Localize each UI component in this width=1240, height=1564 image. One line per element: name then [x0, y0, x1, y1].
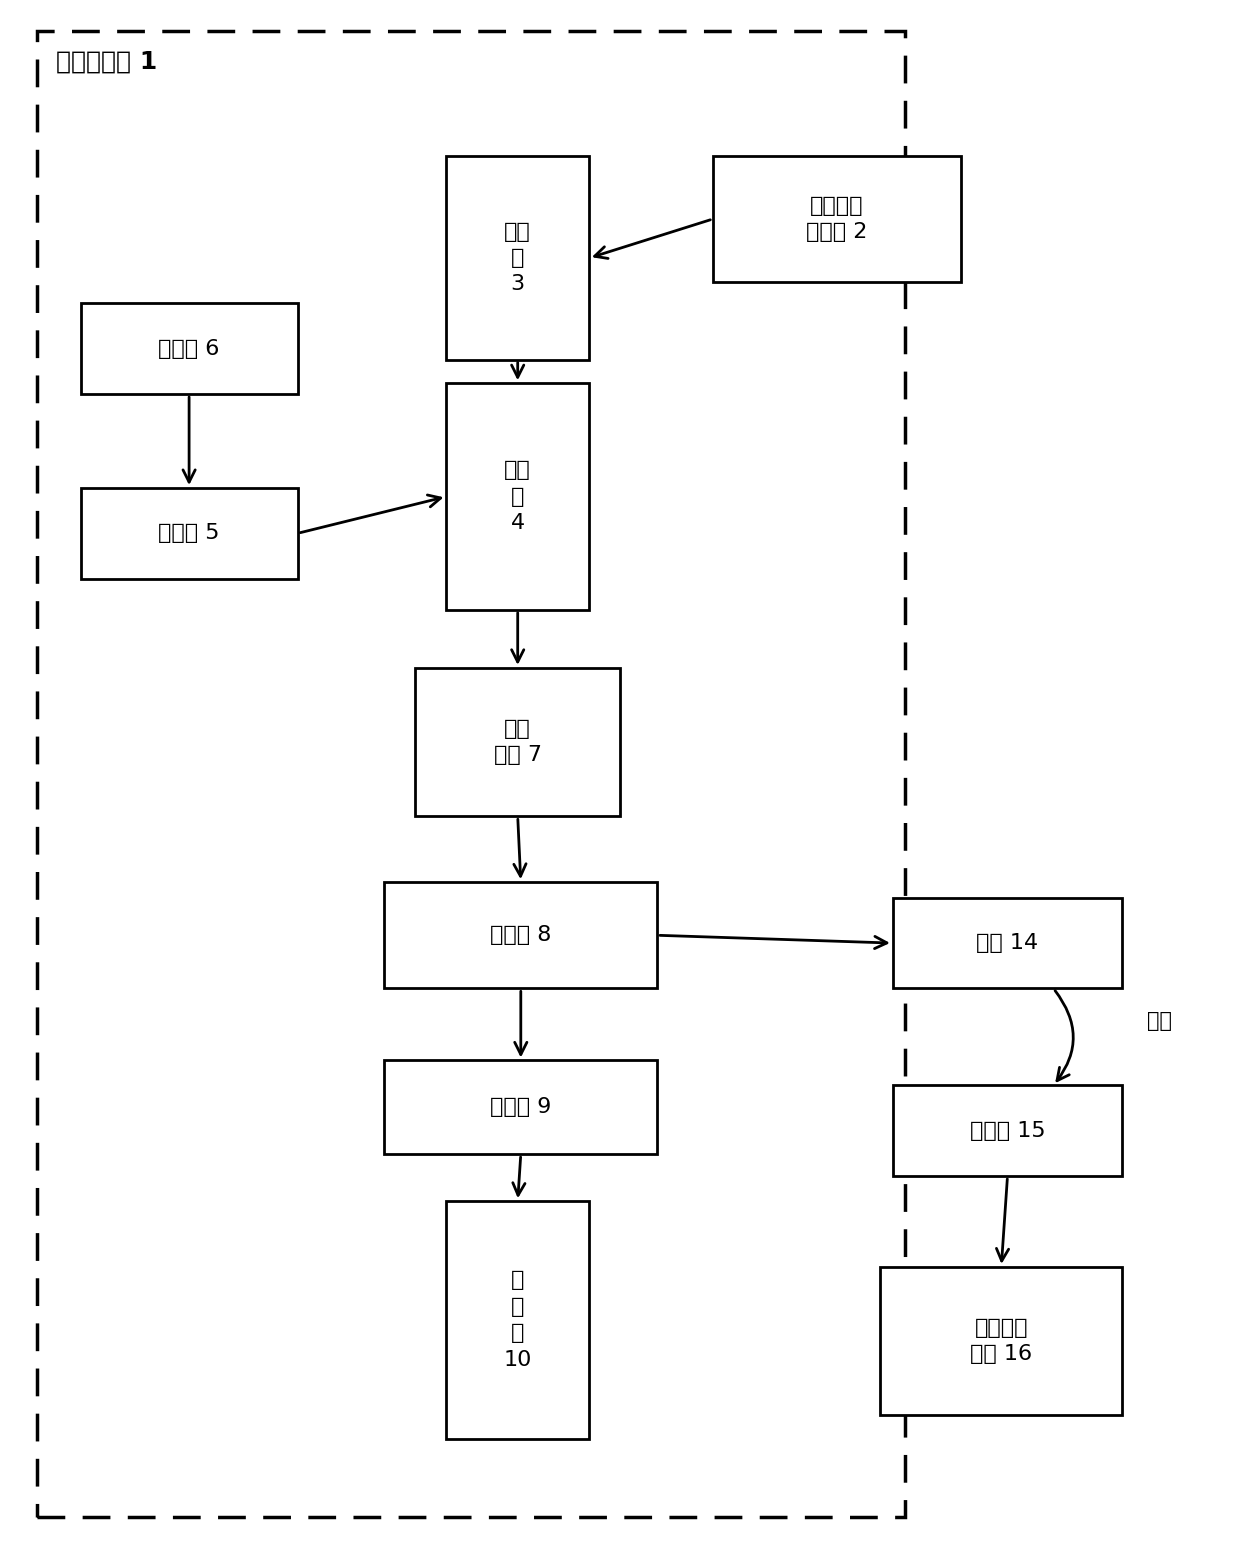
Text: 数据处理
系统 16: 数据处理 系统 16 — [970, 1318, 1033, 1364]
Text: 电压计 15: 电压计 15 — [970, 1121, 1045, 1140]
Bar — [893, 1085, 1122, 1176]
Bar — [446, 156, 589, 360]
Text: 电阻 14: 电阻 14 — [976, 934, 1039, 952]
Bar — [446, 383, 589, 610]
Text: 电子枪控
制电源 2: 电子枪控 制电源 2 — [806, 196, 868, 242]
Text: 加速
管
4: 加速 管 4 — [505, 460, 531, 533]
Text: 调制器 6: 调制器 6 — [159, 339, 219, 358]
Bar — [384, 882, 657, 988]
Bar — [37, 31, 905, 1517]
Bar — [384, 1060, 657, 1154]
Text: 刮束器 8: 刮束器 8 — [490, 926, 552, 945]
Text: 磁控管 5: 磁控管 5 — [159, 524, 219, 543]
Bar — [446, 1201, 589, 1439]
Bar — [81, 488, 298, 579]
Bar — [81, 303, 298, 394]
Text: 医用加速器 1: 医用加速器 1 — [56, 50, 157, 74]
Bar — [415, 668, 620, 816]
Text: 电子
枪
3: 电子 枪 3 — [505, 222, 531, 294]
Text: 测量: 测量 — [1147, 1012, 1172, 1031]
Bar — [713, 156, 961, 282]
Bar — [880, 1267, 1122, 1415]
Text: 束
流
针
10: 束 流 针 10 — [503, 1270, 532, 1370]
Bar — [893, 898, 1122, 988]
Text: 束流
管道 7: 束流 管道 7 — [494, 719, 542, 765]
Text: 波纹管 9: 波纹管 9 — [490, 1098, 552, 1117]
